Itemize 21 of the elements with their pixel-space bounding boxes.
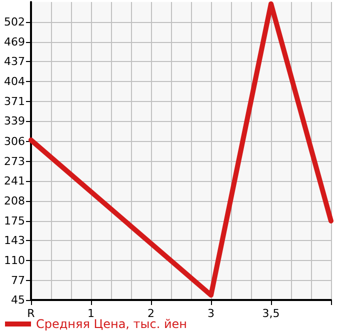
- y-tick-label: 306: [4, 134, 25, 148]
- y-tick-label: 502: [4, 16, 25, 29]
- y-tick-label: 273: [4, 154, 25, 168]
- y-tick-label: 469: [4, 36, 25, 49]
- x-tick-label: 3,5: [262, 307, 280, 320]
- legend-label: Средняя Цена, тыс. йен: [36, 317, 188, 331]
- y-tick-label: 77: [11, 274, 25, 288]
- x-tick-label: 2: [148, 307, 154, 320]
- y-tick-label: 208: [4, 194, 25, 208]
- y-tick-label: 437: [4, 55, 25, 68]
- x-tick-label: 1: [88, 307, 94, 320]
- y-tick-label: 45: [11, 294, 25, 306]
- y-tick-label: 175: [4, 214, 25, 228]
- x-tick-label: 3: [208, 307, 214, 320]
- y-tick-label: 371: [4, 95, 25, 108]
- y-tick-label: 241: [4, 174, 25, 188]
- y-tick-label: 110: [4, 254, 25, 267]
- y-tick-label: 404: [4, 75, 25, 88]
- y-tick-label: 143: [4, 234, 25, 247]
- x-tick-label: R: [27, 307, 36, 320]
- y-tick-label: 339: [4, 114, 25, 128]
